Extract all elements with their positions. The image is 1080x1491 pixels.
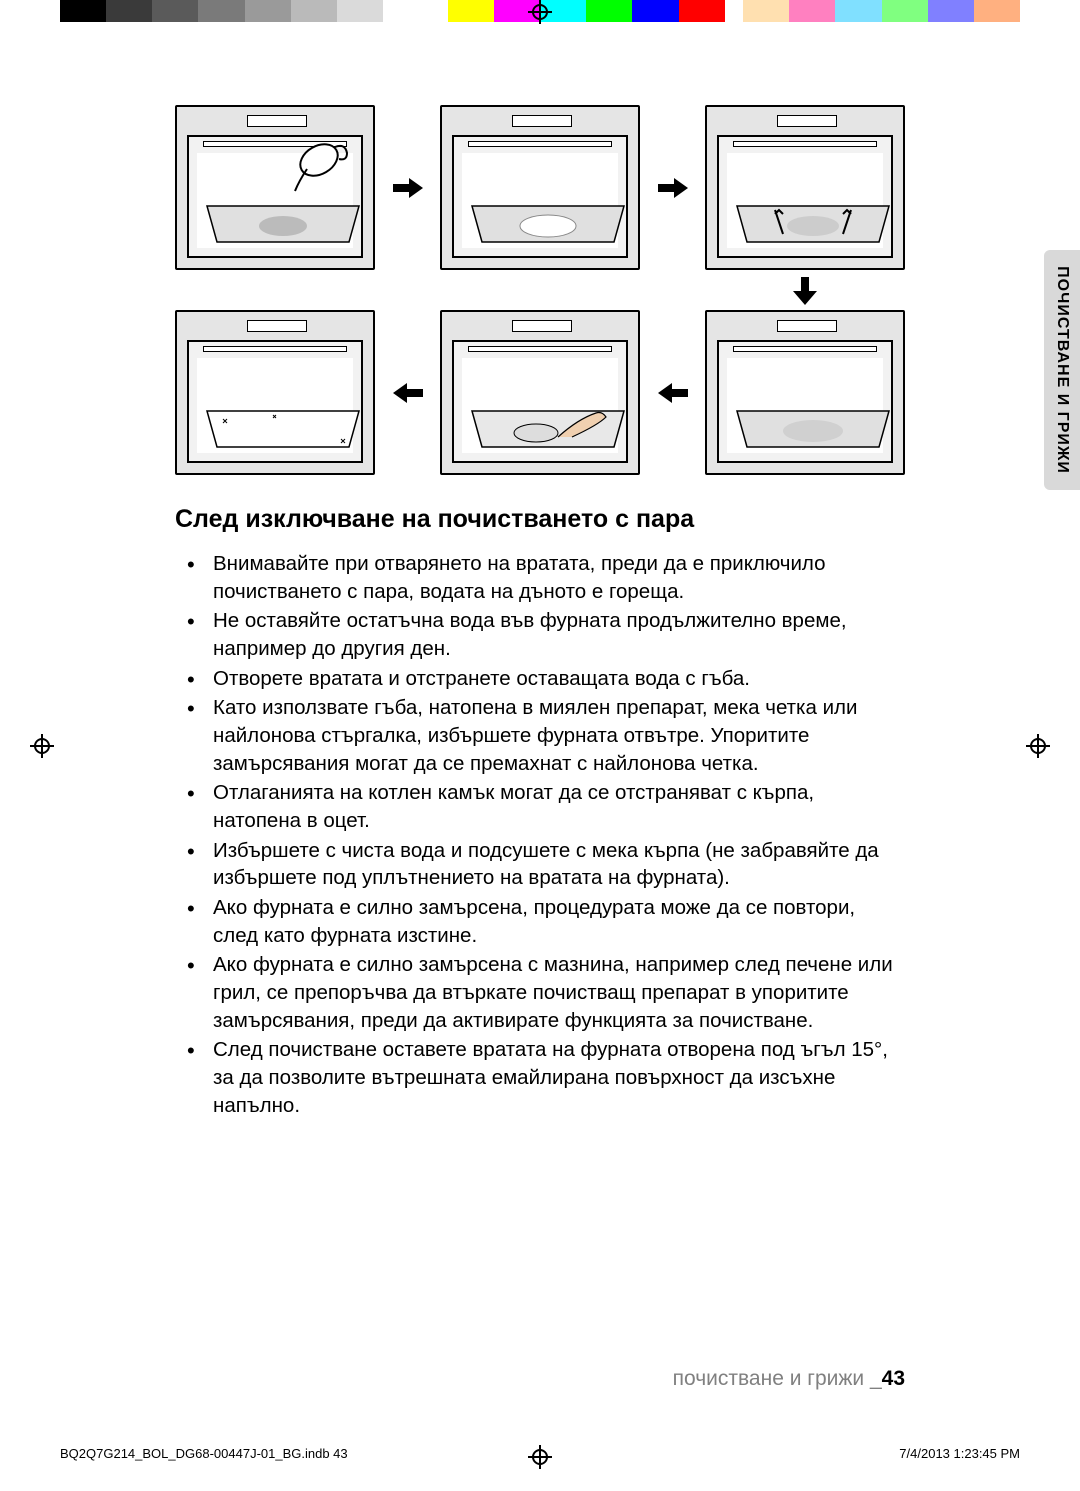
section-heading: След изключване на почистването с пара (175, 505, 905, 534)
arrow-right-icon (658, 178, 688, 198)
oven-step-6 (175, 310, 375, 475)
oven-floor-pour (203, 204, 363, 244)
bullet-item: Ако фурната е силно замърсена с мазнина,… (175, 951, 905, 1034)
diagram-row-2 (175, 310, 905, 475)
diagram-sequence (175, 105, 905, 475)
registration-mark (30, 734, 54, 758)
oven-floor-stain (468, 204, 628, 244)
oven-floor-wipe (468, 409, 628, 449)
diagram-row-1 (175, 105, 905, 270)
page-content: След изключване на почистването с пара В… (175, 105, 905, 1121)
bullet-item: Не оставяйте остатъчна вода във фурната … (175, 607, 905, 662)
bullet-item: Отворете вратата и отстранете оставащата… (175, 665, 905, 693)
print-footer: BQ2Q7G214_BOL_DG68-00447J-01_BG.indb 43 … (60, 1446, 1020, 1461)
page-footer-section: почистване и грижи _43 (673, 1367, 905, 1391)
oven-step-2 (440, 105, 640, 270)
arrow-left-icon (393, 383, 423, 403)
section-tab-label: ПОЧИСТВАНЕ И ГРИЖИ (1053, 266, 1071, 474)
arrow-down-icon (793, 277, 817, 307)
oven-floor-steam (733, 204, 893, 244)
page-number: 43 (882, 1367, 905, 1390)
bullet-item: Избършете с чиста вода и подсушете с мек… (175, 837, 905, 892)
bullet-item: След почистване оставете вратата на фурн… (175, 1036, 905, 1119)
oven-floor-water (733, 409, 893, 449)
arrow-left-icon (658, 383, 688, 403)
bullet-item: Внимавайте при отварянето на вратата, пр… (175, 550, 905, 605)
bullet-item: Ако фурната е силно замърсена, процедура… (175, 894, 905, 949)
bullet-item: Като използвате гъба, натопена в миялен … (175, 694, 905, 777)
oven-step-5 (440, 310, 640, 475)
bullet-item: Отлаганията на котлен камък могат да се … (175, 779, 905, 834)
arrow-right-icon (393, 178, 423, 198)
footer-section-label: почистване и грижи _ (673, 1367, 882, 1390)
bullet-list: Внимавайте при отварянето на вратата, пр… (175, 550, 905, 1119)
cup-icon (289, 135, 359, 195)
section-tab: ПОЧИСТВАНЕ И ГРИЖИ (1044, 250, 1080, 490)
oven-floor-clean (203, 409, 363, 449)
print-timestamp: 7/4/2013 1:23:45 PM (899, 1446, 1020, 1461)
registration-mark (528, 0, 552, 24)
oven-step-1 (175, 105, 375, 270)
registration-mark (1026, 734, 1050, 758)
oven-step-4 (705, 310, 905, 475)
oven-step-3 (705, 105, 905, 270)
print-file-name: BQ2Q7G214_BOL_DG68-00447J-01_BG.indb 43 (60, 1446, 348, 1461)
